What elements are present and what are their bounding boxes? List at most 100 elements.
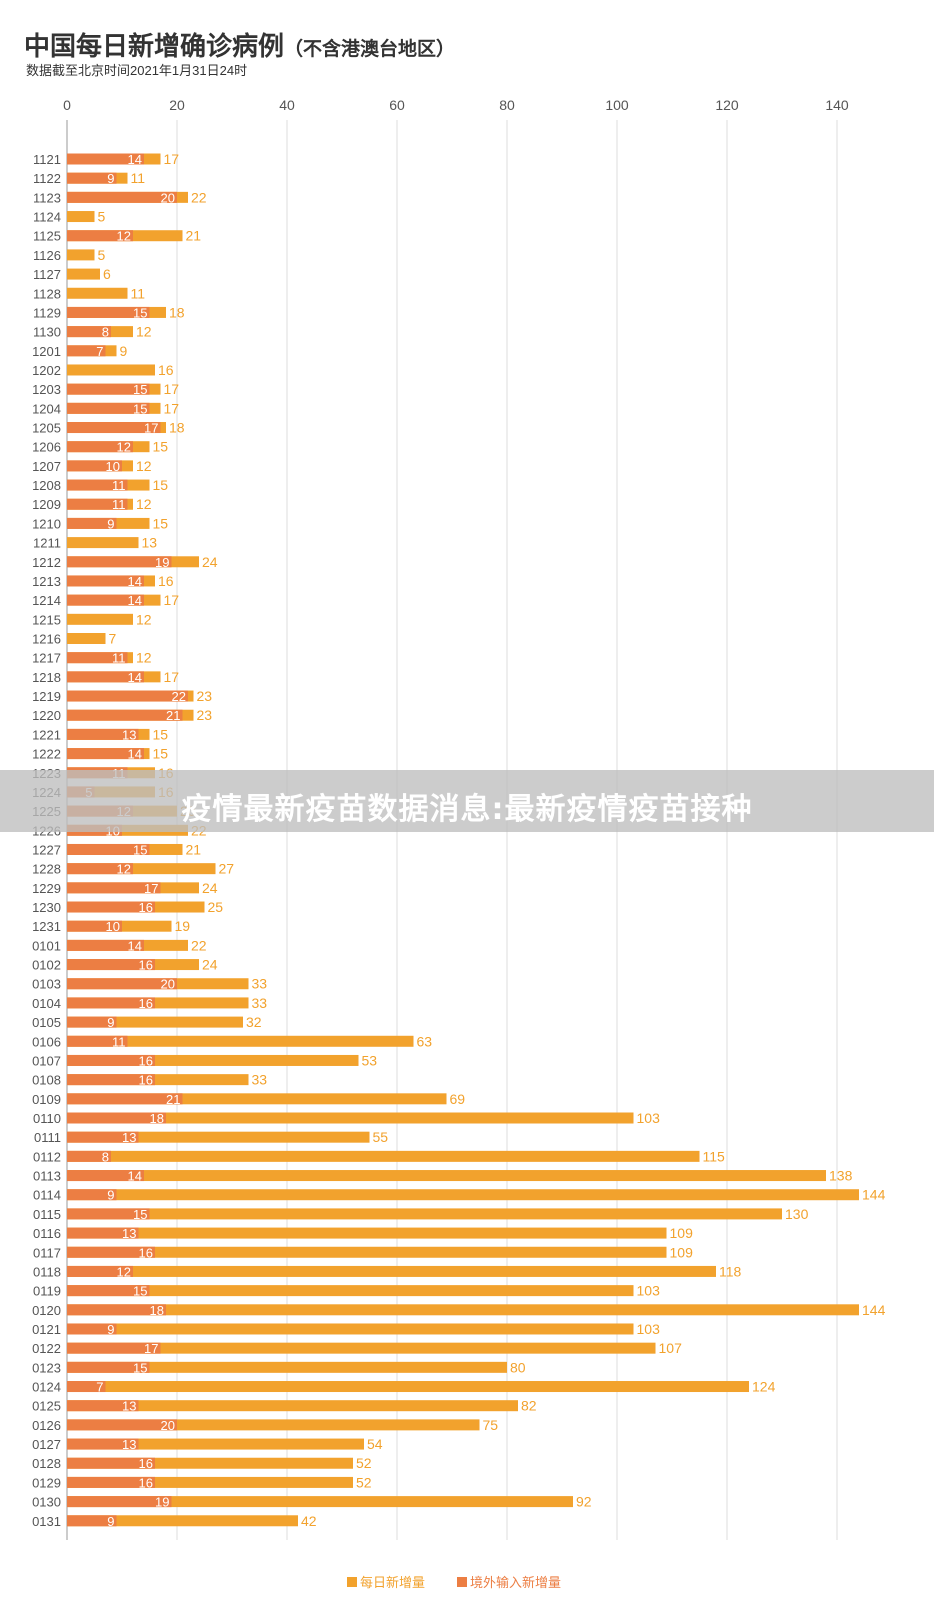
category-label: 1227 — [32, 842, 61, 857]
total-value-label: 103 — [637, 1283, 661, 1299]
bar-total — [67, 211, 95, 223]
imported-value-label: 11 — [112, 1034, 126, 1049]
category-label: 0124 — [32, 1380, 61, 1395]
category-label: 0108 — [32, 1073, 61, 1088]
category-label: 1205 — [32, 421, 61, 436]
total-value-label: 24 — [202, 554, 218, 570]
category-label: 1221 — [32, 727, 61, 742]
bar-total — [67, 1054, 359, 1066]
total-value-label: 13 — [142, 535, 158, 551]
overlay-banner — [0, 770, 934, 832]
category-label: 0130 — [32, 1495, 61, 1510]
total-value-label: 15 — [153, 746, 169, 762]
category-label: 0115 — [33, 1207, 61, 1222]
bar-imported — [67, 575, 144, 587]
total-value-label: 25 — [208, 899, 224, 915]
imported-value-label: 12 — [117, 440, 131, 455]
bar-total — [67, 1112, 634, 1124]
imported-value-label: 16 — [139, 1475, 153, 1490]
imported-value-label: 16 — [139, 1073, 153, 1088]
category-label: 1229 — [32, 881, 61, 896]
total-value-label: 12 — [136, 324, 152, 340]
bar-imported — [67, 1515, 117, 1527]
total-value-label: 17 — [164, 400, 180, 416]
imported-value-label: 13 — [122, 1399, 136, 1414]
bar-imported — [67, 1112, 166, 1124]
bar-imported — [67, 191, 177, 203]
imported-value-label: 9 — [107, 1188, 114, 1203]
bar-total — [67, 997, 249, 1009]
bar-imported — [67, 959, 155, 971]
category-label: 0104 — [32, 996, 61, 1011]
total-value-label: 22 — [191, 189, 207, 205]
bar-imported — [67, 1208, 150, 1220]
category-label: 1122 — [33, 171, 61, 186]
bar-total — [67, 1476, 353, 1488]
category-label: 0105 — [32, 1015, 61, 1030]
imported-value-label: 9 — [107, 171, 114, 186]
category-label: 0129 — [32, 1475, 61, 1490]
total-value-label: 17 — [164, 592, 180, 608]
imported-value-label: 16 — [139, 958, 153, 973]
category-label: 1130 — [33, 325, 61, 340]
bar-total — [67, 1419, 480, 1431]
imported-value-label: 11 — [112, 497, 126, 512]
category-label: 1208 — [32, 478, 61, 493]
bar-total — [67, 1342, 656, 1354]
imported-value-label: 11 — [112, 478, 126, 493]
imported-value-label: 19 — [155, 555, 169, 570]
category-label: 1209 — [32, 497, 61, 512]
total-value-label: 12 — [136, 496, 152, 512]
total-value-label: 82 — [521, 1398, 537, 1414]
bar-imported — [67, 1016, 117, 1028]
imported-value-label: 7 — [96, 1380, 103, 1395]
imported-value-label: 14 — [128, 938, 142, 953]
bar-imported — [67, 345, 106, 357]
bar-total — [67, 364, 155, 376]
category-label: 0109 — [32, 1092, 61, 1107]
bar-imported — [67, 1285, 150, 1297]
bar-imported — [67, 863, 133, 875]
category-label: 0107 — [32, 1053, 61, 1068]
bar-imported — [67, 172, 117, 184]
category-label: 1216 — [32, 632, 61, 647]
total-value-label: 92 — [576, 1494, 592, 1510]
imported-value-label: 15 — [133, 1284, 147, 1299]
bar-imported — [67, 326, 111, 338]
bar-imported — [67, 1054, 155, 1066]
imported-value-label: 18 — [150, 1303, 164, 1318]
bar-total — [67, 1438, 364, 1450]
category-label: 1202 — [32, 363, 61, 378]
total-value-label: 23 — [197, 707, 213, 723]
imported-value-label: 15 — [133, 1360, 147, 1375]
category-label: 0110 — [33, 1111, 61, 1126]
total-value-label: 18 — [169, 304, 185, 320]
bar-imported — [67, 1189, 117, 1201]
bar-total — [67, 537, 139, 549]
category-label: 1219 — [32, 689, 61, 704]
bar-imported — [67, 1074, 155, 1086]
category-label: 0121 — [32, 1322, 61, 1337]
total-value-label: 115 — [703, 1148, 726, 1164]
bar-total — [67, 268, 100, 280]
bar-imported — [67, 728, 139, 740]
bar-imported — [67, 1476, 155, 1488]
category-label: 0113 — [33, 1169, 61, 1184]
imported-value-label: 16 — [139, 1053, 153, 1068]
bar-imported — [67, 1035, 128, 1047]
total-value-label: 107 — [659, 1340, 683, 1356]
category-label: 1123 — [33, 190, 61, 205]
bar-imported — [67, 997, 155, 1009]
category-label: 1126 — [33, 248, 61, 263]
total-value-label: 80 — [510, 1359, 526, 1375]
x-tick-label: 120 — [715, 97, 739, 113]
bar-total — [67, 1131, 370, 1143]
category-label: 0131 — [32, 1514, 61, 1529]
bar-imported — [67, 153, 144, 165]
imported-value-label: 14 — [128, 747, 142, 762]
total-value-label: 24 — [202, 880, 218, 896]
legend-label: 每日新增量 — [360, 1575, 425, 1591]
imported-value-label: 9 — [107, 1514, 114, 1529]
bar-imported — [67, 843, 150, 855]
imported-value-label: 15 — [133, 305, 147, 320]
